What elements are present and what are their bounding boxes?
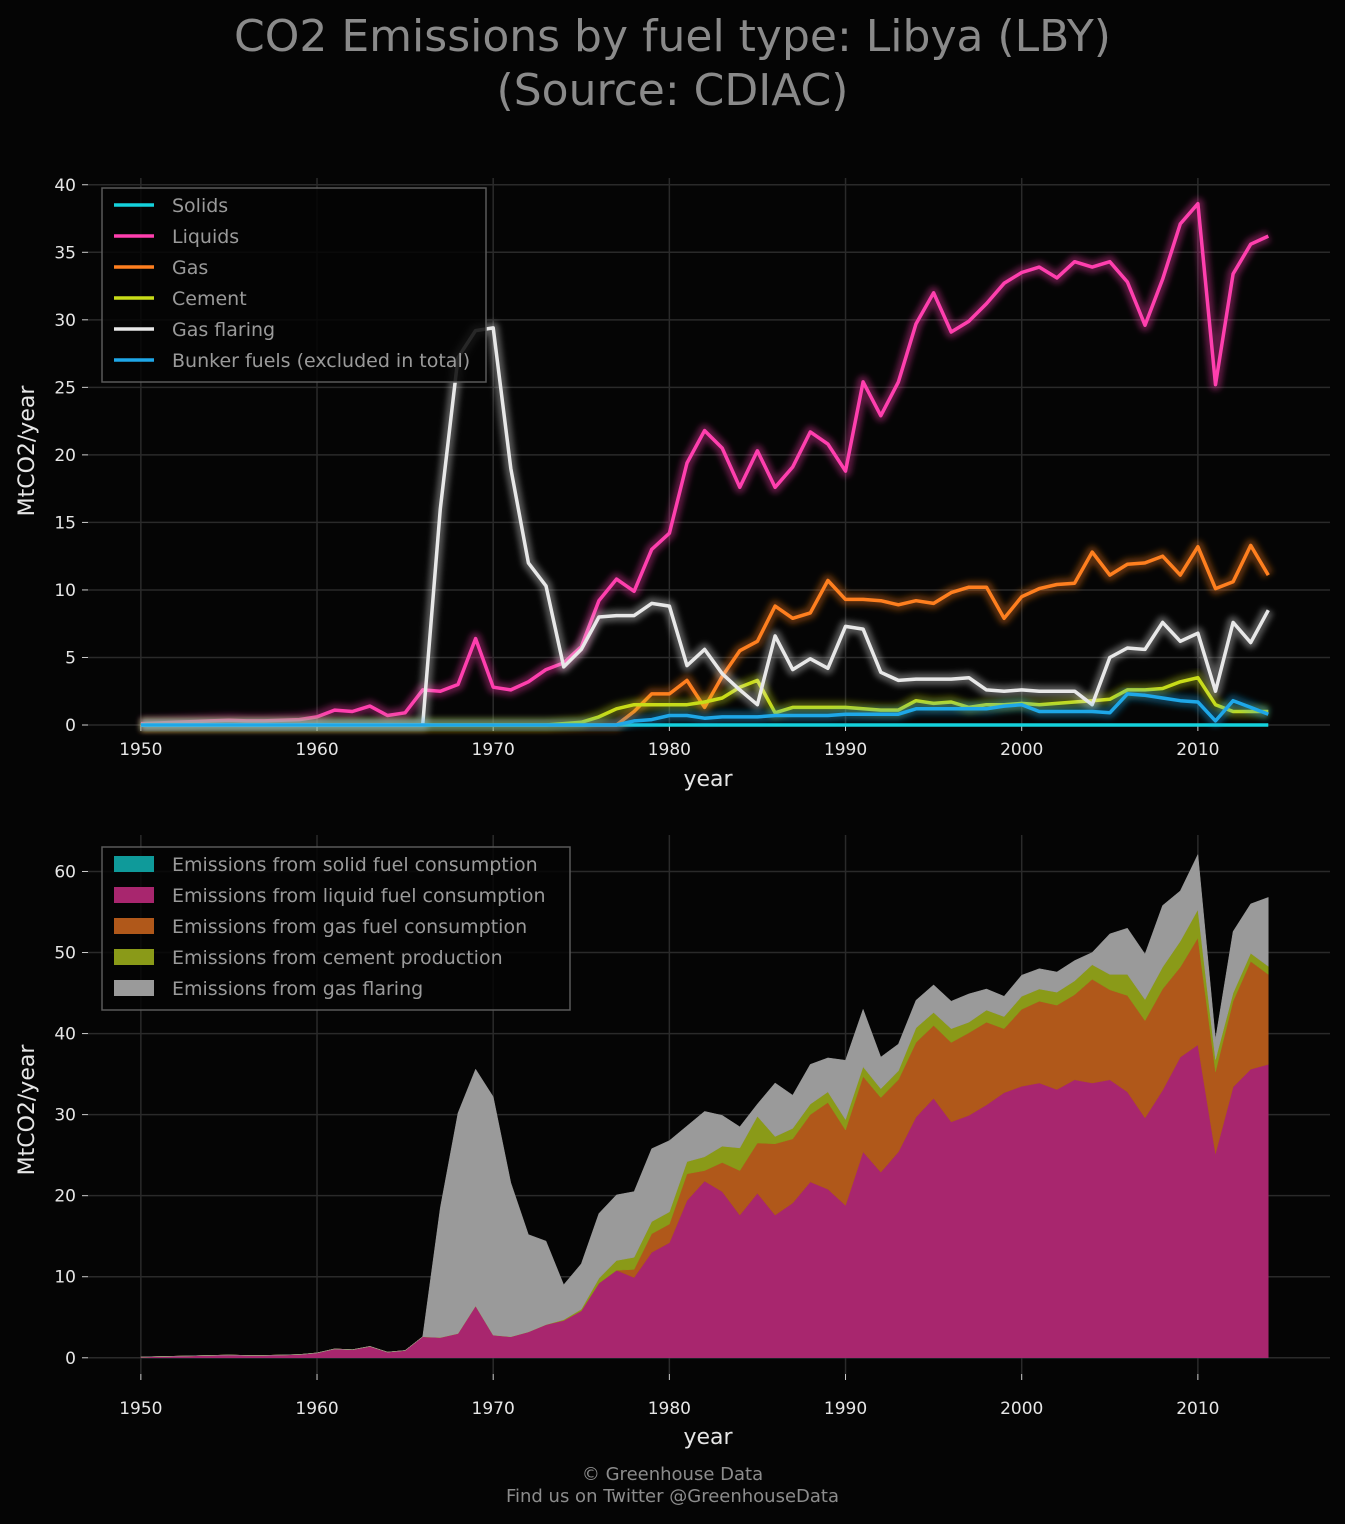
- x-axis-label: year: [683, 767, 733, 792]
- legend-label: Emissions from liquid fuel consumption: [172, 885, 546, 907]
- legend-box: [101, 846, 571, 1011]
- x-tick-label: 1990: [824, 740, 867, 760]
- legend-label: Emissions from cement production: [172, 947, 503, 969]
- y-tick-label: 40: [54, 1025, 76, 1045]
- x-tick-label: 2000: [1000, 740, 1043, 760]
- legend-swatch: [114, 856, 154, 872]
- y-axis-label: MtCO2/year: [15, 1044, 40, 1176]
- line-chart: 0 5 10 15 20 25 30 35 40 1950 1960 1970 1980 1990 2000…: [15, 176, 1330, 792]
- x-tick-label: 1970: [472, 1399, 515, 1419]
- y-tick-label: 10: [54, 581, 76, 601]
- x-tick-label: 1990: [824, 1399, 867, 1419]
- y-tick-label: 0: [65, 1349, 76, 1369]
- x-tick-label: 1950: [119, 1399, 162, 1419]
- title-line-1: CO2 Emissions by fuel type: Libya (LBY): [234, 11, 1111, 62]
- x-tick-label: 1970: [472, 740, 515, 760]
- legend-label: Gas flaring: [172, 319, 275, 341]
- x-tick-label: 1980: [648, 740, 691, 760]
- y-axis-label: MtCO2/year: [15, 385, 40, 517]
- legend-swatch: [114, 949, 154, 965]
- twitter-text: Find us on Twitter @GreenhouseData: [505, 1486, 840, 1507]
- legend-label: Bunker fuels (excluded in total): [172, 350, 470, 372]
- bunker-fuels-excluded-in-total-line: [140, 692, 1269, 727]
- legend-label: Liquids: [172, 226, 239, 248]
- y-tick-label: 15: [54, 513, 76, 533]
- liquids-line: [140, 201, 1270, 726]
- y-tick-label: 20: [54, 446, 76, 466]
- legend-label: Emissions from gas flaring: [172, 978, 423, 1000]
- legend-label: Gas: [172, 257, 208, 279]
- x-tick-label: 1960: [295, 740, 338, 760]
- legend: Emissions from solid fuel consumption Emi…: [101, 846, 571, 1011]
- x-tick-label: 2000: [1000, 1399, 1043, 1419]
- x-tick-label: 1950: [119, 740, 162, 760]
- emissions-from-liquid-fuel-consumption-area: [140, 1044, 1269, 1359]
- y-tick-label: 30: [54, 311, 76, 331]
- y-tick-label: 40: [54, 176, 76, 196]
- y-tick-label: 20: [54, 1187, 76, 1207]
- y-tick-label: 10: [54, 1268, 76, 1288]
- stacked-area-chart: 0 10 20 30 40 50 60 1950 1960 1970 1980 1990 2000 201…: [15, 835, 1330, 1450]
- x-tick-label: 2010: [1176, 740, 1219, 760]
- y-tick-label: 30: [54, 1106, 76, 1126]
- y-tick-label: 50: [54, 944, 76, 964]
- y-tick-label: 35: [54, 243, 76, 263]
- x-axis-label: year: [683, 1425, 733, 1450]
- y-tick-label: 0: [65, 716, 76, 736]
- legend-box: [101, 187, 487, 383]
- legend-swatch: [114, 918, 154, 934]
- title-line-2: (Source: CDIAC): [496, 65, 849, 116]
- x-tick-label: 1960: [295, 1399, 338, 1419]
- legend-label: Solids: [172, 195, 228, 217]
- legend-swatch: [114, 887, 154, 903]
- copyright-text: © Greenhouse Data: [581, 1464, 764, 1485]
- legend-label: Emissions from solid fuel consumption: [172, 854, 538, 876]
- footer: © Greenhouse Data Find us on Twitter @Gr…: [0, 1464, 1345, 1508]
- legend-swatch: [114, 980, 154, 996]
- legend-label: Emissions from gas fuel consumption: [172, 916, 527, 938]
- y-tick-label: 60: [54, 862, 76, 882]
- legend-label: Cement: [172, 288, 247, 310]
- y-tick-label: 5: [65, 648, 76, 668]
- x-tick-label: 2010: [1176, 1399, 1219, 1419]
- emissions-from-gas-flaring-area: [140, 853, 1269, 1358]
- y-tick-label: 25: [54, 378, 76, 398]
- x-tick-label: 1980: [648, 1399, 691, 1419]
- chart-title: CO2 Emissions by fuel type: Libya (LBY) …: [0, 10, 1345, 118]
- legend: Solids Liquids Gas Cement Gas flaring Bunker …: [101, 187, 487, 383]
